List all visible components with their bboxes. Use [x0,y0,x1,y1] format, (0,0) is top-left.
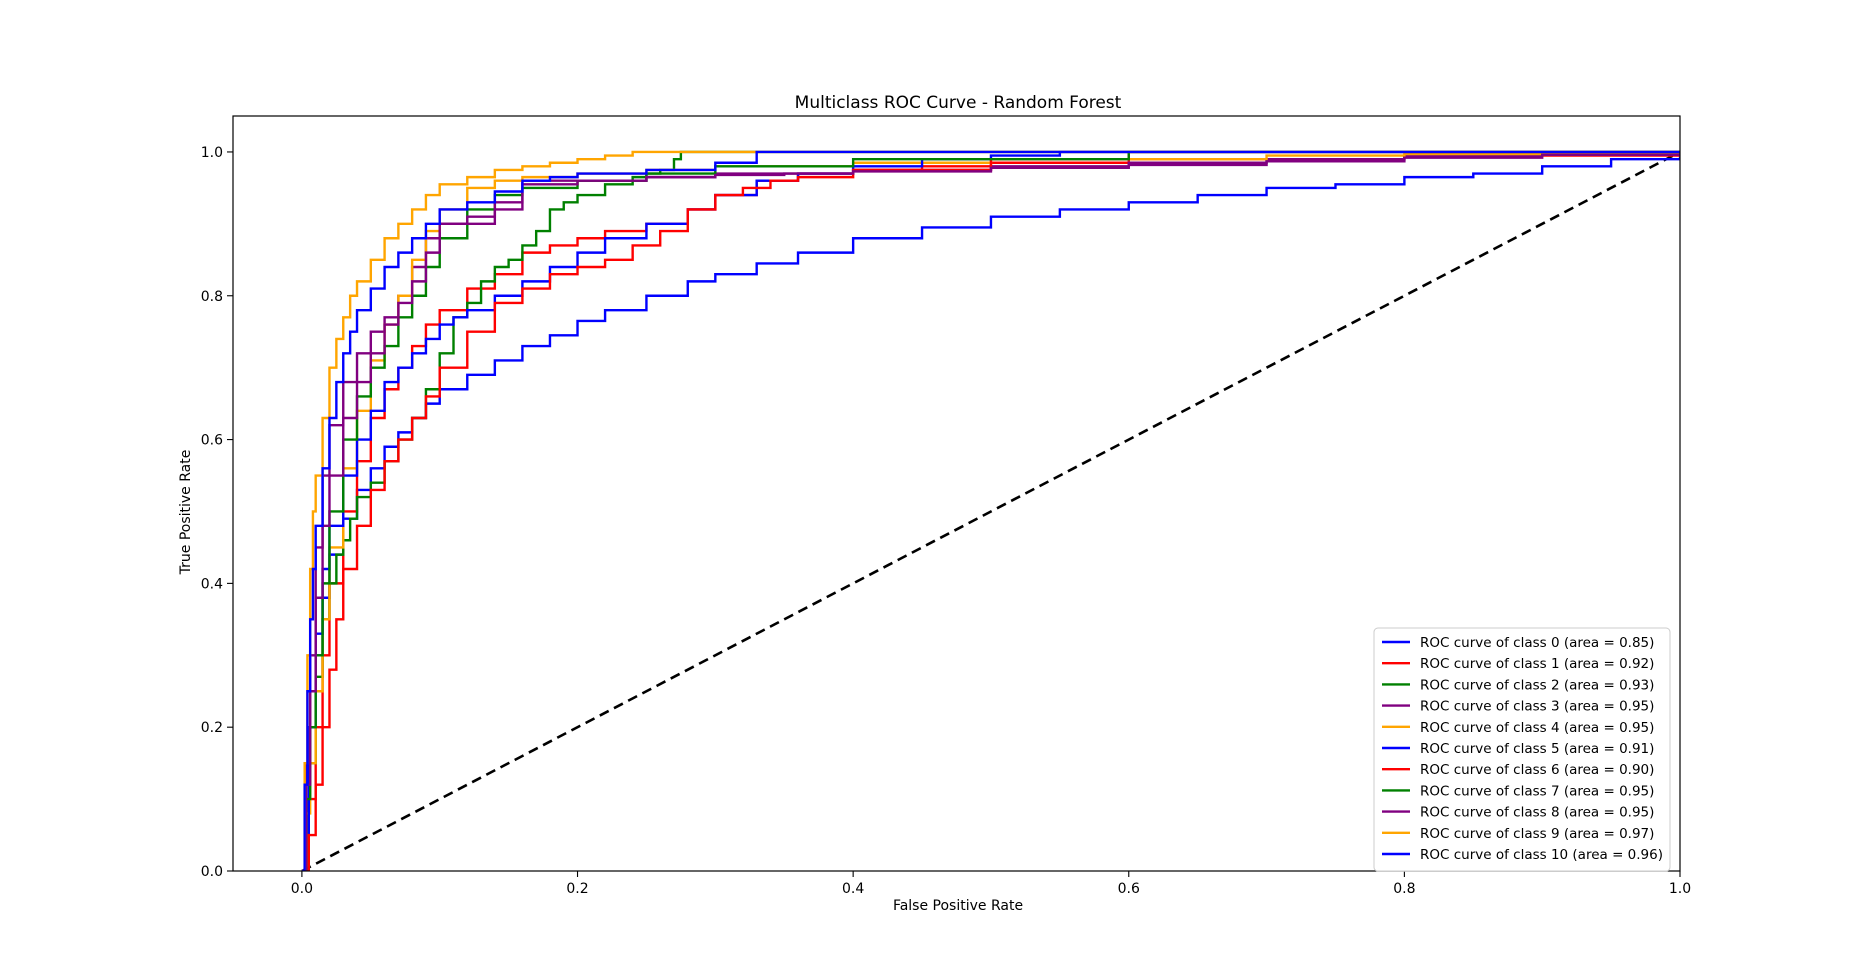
x-tick-label: 0.0 [291,881,313,897]
y-tick-label: 1.0 [201,145,223,161]
legend-label-class-7: ROC curve of class 7 (area = 0.95) [1420,783,1654,799]
roc-curve-class-6 [301,150,1680,871]
legend: ROC curve of class 0 (area = 0.85) ROC cu… [1373,627,1671,872]
chart-title: Multiclass ROC Curve - Random Forest [795,93,1122,113]
legend-label-class-4: ROC curve of class 4 (area = 0.95) [1420,720,1654,736]
x-tick-label: 0.4 [842,881,864,897]
legend-label-class-1: ROC curve of class 1 (area = 0.92) [1420,656,1654,672]
roc-curve-class-9 [301,150,1680,871]
reference-diagonal-line [301,150,1680,871]
legend-box [1373,627,1671,872]
legend-label-class-6: ROC curve of class 6 (area = 0.90) [1420,762,1654,778]
roc-curve-class-8 [301,151,1680,871]
y-tick-label: 0.6 [201,433,223,449]
legend-label-class-9: ROC curve of class 9 (area = 0.97) [1420,826,1654,842]
y-tick-label: 0.8 [201,289,223,305]
legend-label-class-2: ROC curve of class 2 (area = 0.93) [1420,677,1654,693]
y-axis-label: True Positive Rate [178,450,194,576]
legend-label-class-0: ROC curve of class 0 (area = 0.85) [1420,635,1654,651]
x-axis-label: False Positive Rate [893,898,1023,914]
x-tick-label: 1.0 [1669,881,1691,897]
data-lines [301,150,1680,871]
y-tick-label: 0.2 [201,720,223,736]
x-tick-label: 0.2 [566,881,588,897]
plot-area: 0.0 0.2 0.4 0.6 0.8 1.0 0.0 0.2 0.4 0.6 0.8 1.0 [201,115,1691,897]
legend-label-class-10: ROC curve of class 10 (area = 0.96) [1420,847,1663,863]
legend-label-class-5: ROC curve of class 5 (area = 0.91) [1420,741,1654,757]
legend-label-class-3: ROC curve of class 3 (area = 0.95) [1420,699,1654,715]
plot-frame [232,115,1681,872]
y-tick-label: 0.0 [201,864,223,880]
roc-curve-class-10 [301,150,1680,871]
x-tick-label: 0.6 [1118,881,1140,897]
x-tick-label: 0.8 [1393,881,1415,897]
roc-curve-class-0 [301,151,1680,871]
legend-label-class-8: ROC curve of class 8 (area = 0.95) [1420,805,1654,821]
y-tick-label: 0.4 [201,576,223,592]
